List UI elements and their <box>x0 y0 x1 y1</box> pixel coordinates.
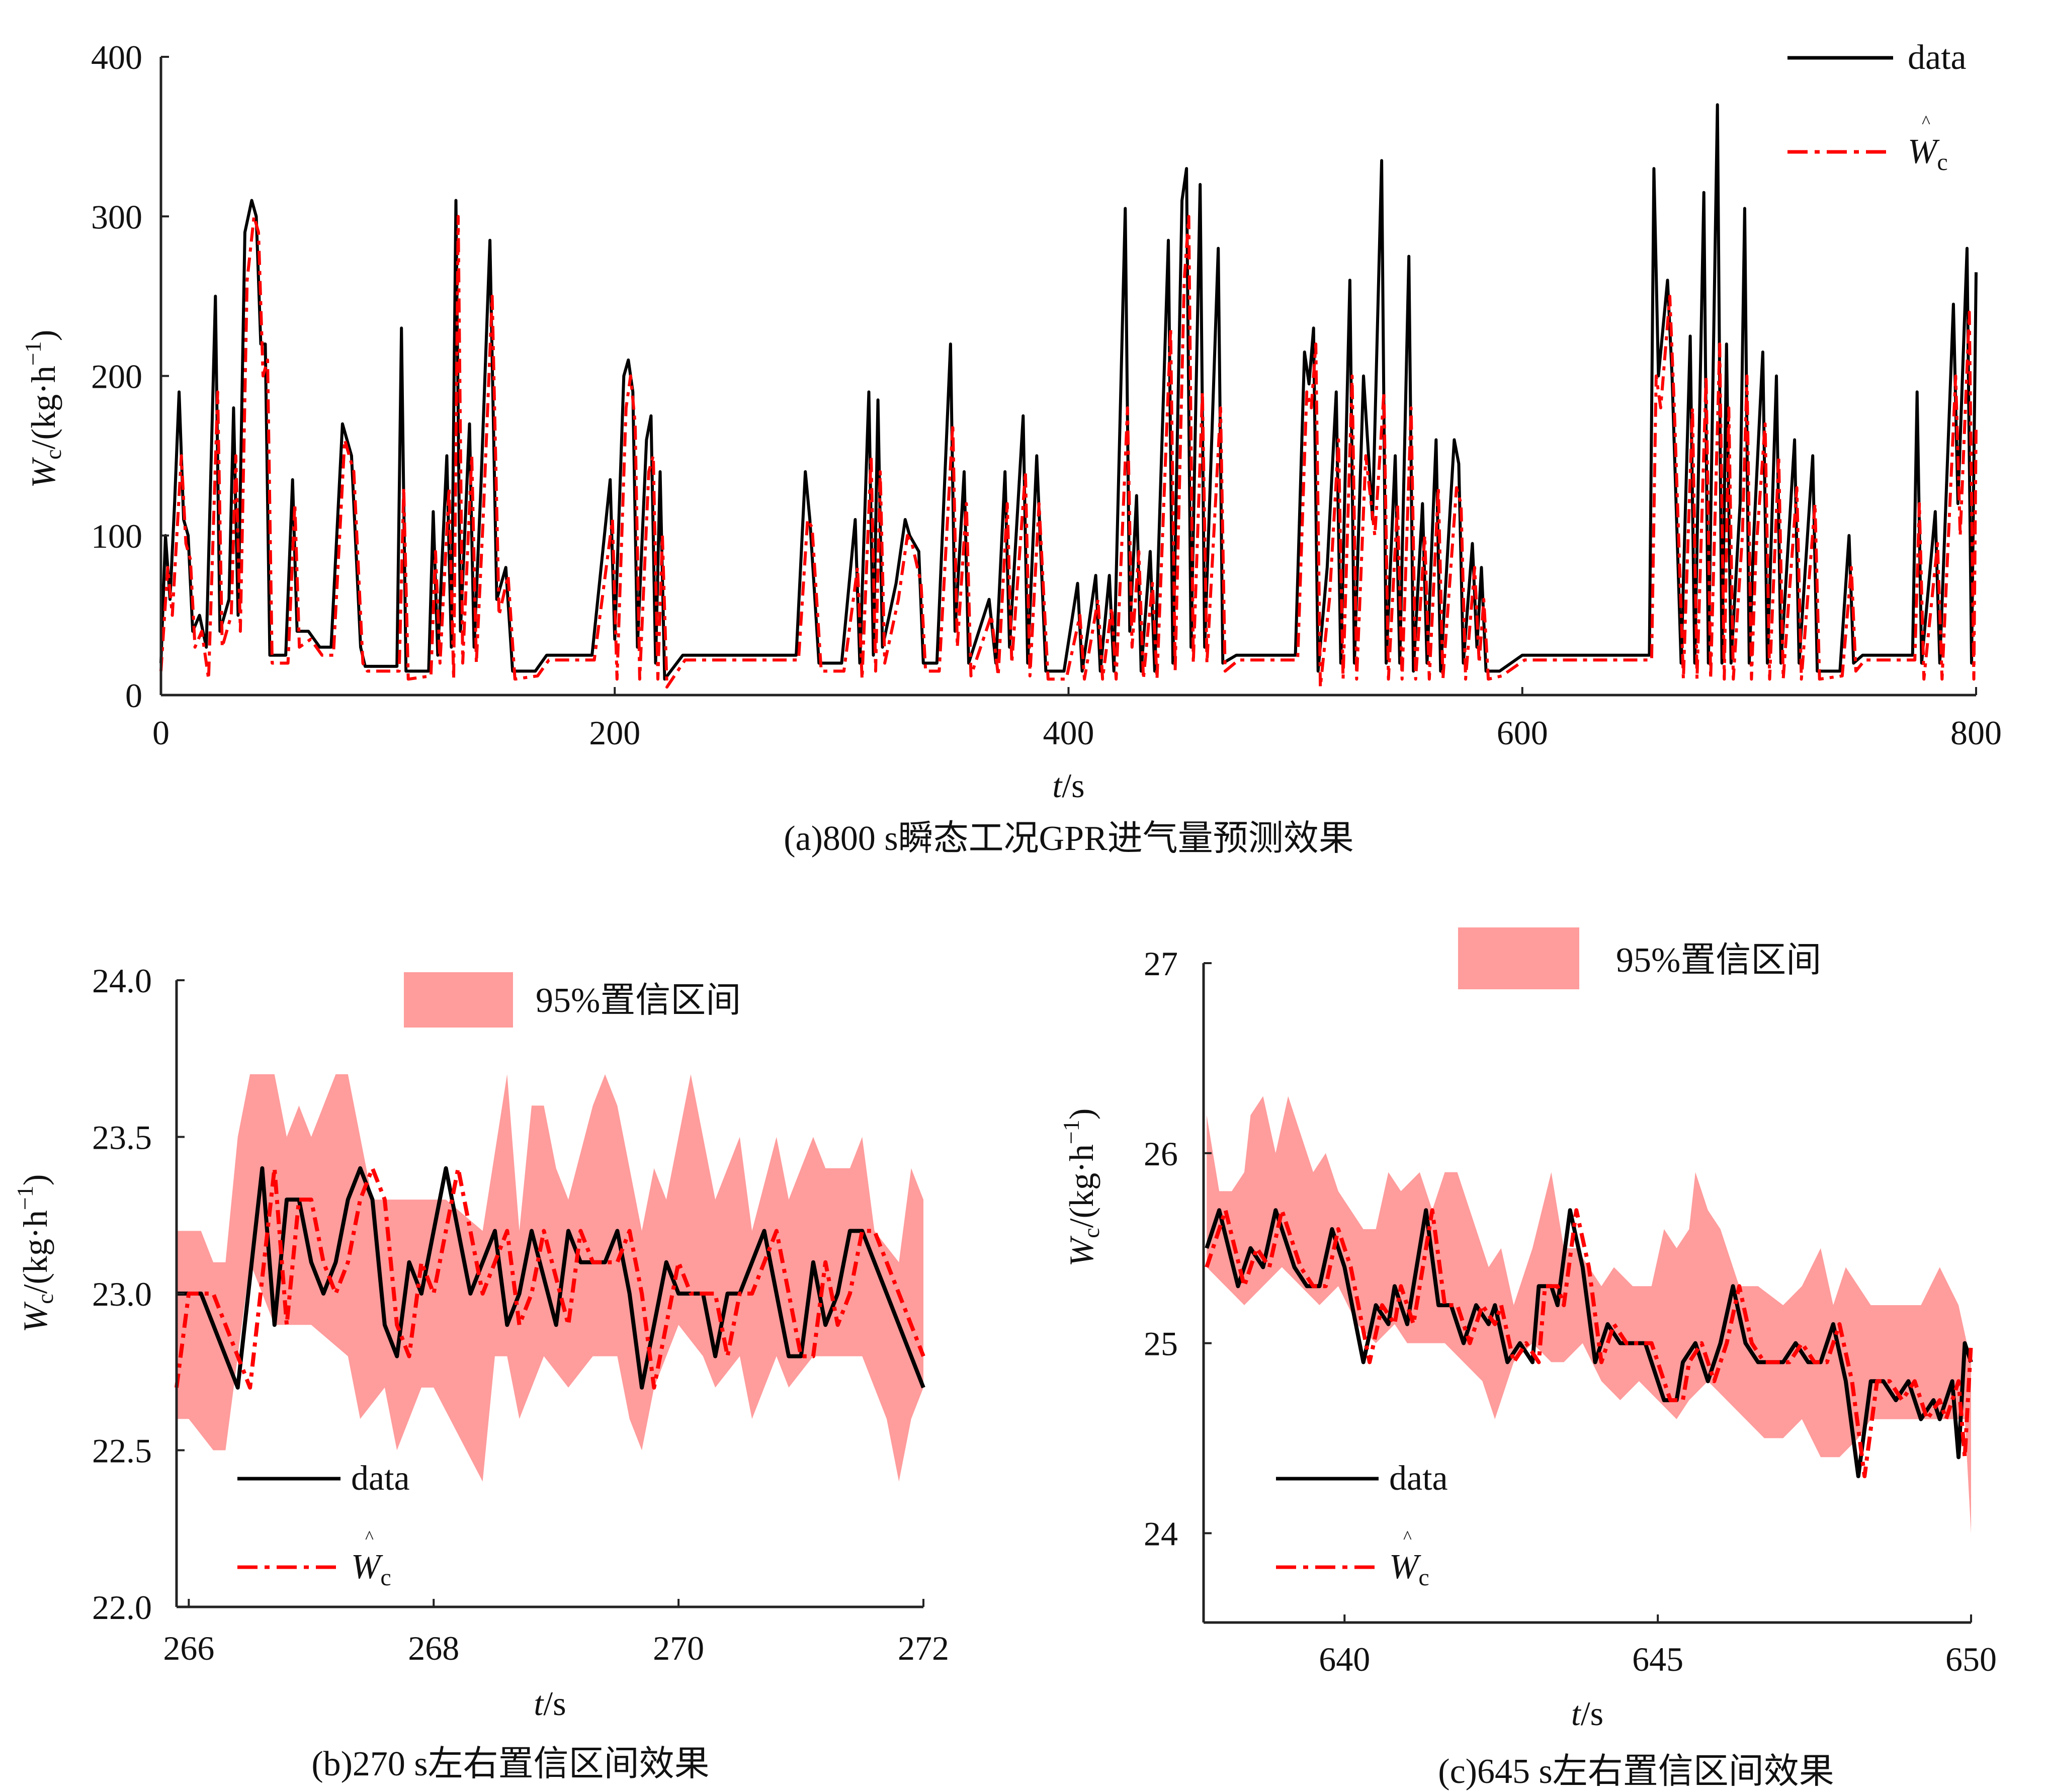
legend-data-label: data <box>351 1459 410 1498</box>
x-tick-label: 645 <box>1632 1640 1683 1678</box>
x-axis-var: t <box>534 1684 544 1723</box>
y-axis-sup: −1 <box>20 341 46 366</box>
y-tick-label: 24.0 <box>92 962 152 1000</box>
x-tick-label: 600 <box>1497 714 1548 752</box>
legend-pred-var: W <box>1389 1548 1421 1586</box>
y-tick-label: 24 <box>1144 1514 1178 1553</box>
y-axis-sup: −1 <box>1058 1120 1084 1144</box>
y-tick-label: 23.5 <box>92 1119 152 1157</box>
x-tick-label: 800 <box>1950 714 2002 752</box>
legend-pred-sub: c <box>1418 1564 1429 1591</box>
legend-ci-swatch <box>404 972 513 1028</box>
y-tick-label: 300 <box>91 198 142 236</box>
y-axis-close: ) <box>24 330 62 342</box>
y-axis-unit: /(kg·h <box>16 1210 54 1294</box>
x-tick-label: 272 <box>898 1629 949 1667</box>
chart-caption: (b)270 s左右置信区间效果 <box>311 1745 709 1783</box>
x-axis-label: t/s <box>534 1684 566 1723</box>
y-axis-var: W <box>24 457 62 488</box>
legend-pred-var: W <box>351 1548 383 1586</box>
y-tick-label: 22.5 <box>92 1432 152 1470</box>
series-line-data <box>1205 1208 1973 1479</box>
y-axis-label: Wc/(kg·h−1) <box>20 330 66 488</box>
y-tick-label: 23.0 <box>92 1275 152 1313</box>
legend-data-label: data <box>1908 38 1967 77</box>
legend-pred-hat: ^ <box>1922 112 1930 132</box>
x-tick-label: 270 <box>653 1629 704 1667</box>
legend-ci-swatch <box>1458 927 1579 989</box>
legend-pred-hat: ^ <box>365 1527 374 1547</box>
x-axis-unit: /s <box>1581 1694 1603 1733</box>
series-line-data <box>177 1166 925 1390</box>
y-axis-sub: c <box>1078 1228 1104 1238</box>
y-axis-unit: /(kg·h <box>1062 1144 1100 1228</box>
y-axis-close: ) <box>1062 1108 1100 1120</box>
y-axis-var: W <box>1062 1235 1100 1266</box>
x-axis-var: t <box>1571 1694 1582 1733</box>
x-axis-unit: /s <box>1062 766 1084 805</box>
legend-pred-sub: c <box>1937 149 1947 176</box>
legend-pred-label: Wc <box>1908 132 1948 176</box>
y-axis-sub: c <box>32 1294 58 1304</box>
legend-pred-label: Wc <box>1389 1548 1429 1591</box>
y-tick-label: 26 <box>1144 1135 1178 1173</box>
x-tick-label: 0 <box>152 714 169 752</box>
series-line-data <box>159 103 1978 681</box>
legend-pred-hat: ^ <box>1403 1527 1412 1547</box>
y-tick-label: 400 <box>91 38 142 76</box>
x-axis-label: t/s <box>1571 1694 1603 1733</box>
legend-pred-var: W <box>1908 132 1940 171</box>
series-line-predicted <box>175 1166 925 1390</box>
legend-pred-sub: c <box>380 1564 391 1591</box>
y-tick-label: 22.0 <box>92 1588 152 1627</box>
y-tick-label: 200 <box>91 358 142 396</box>
chart-caption: (c)645 s左右置信区间效果 <box>1438 1752 1834 1791</box>
x-axis-label: t/s <box>1052 766 1084 805</box>
x-tick-label: 400 <box>1043 714 1094 752</box>
x-tick-label: 200 <box>589 714 640 752</box>
y-tick-label: 100 <box>91 517 142 555</box>
y-axis-sub: c <box>40 449 66 459</box>
x-tick-label: 640 <box>1319 1640 1370 1678</box>
x-tick-label: 268 <box>408 1629 459 1667</box>
y-tick-label: 27 <box>1144 945 1178 983</box>
y-tick-label: 0 <box>125 676 142 715</box>
y-axis-sup: −1 <box>12 1185 38 1210</box>
y-tick-label: 25 <box>1144 1325 1178 1363</box>
legend-ci-label: 95%置信区间 <box>536 981 741 1020</box>
series-line-predicted <box>1205 1208 1973 1479</box>
y-axis-close: ) <box>16 1174 54 1186</box>
y-axis-label: Wc/(kg·h−1) <box>12 1174 58 1333</box>
legend-data-label: data <box>1389 1459 1448 1498</box>
x-tick-label: 650 <box>1945 1640 1997 1678</box>
legend-pred-label: Wc <box>351 1548 391 1591</box>
series-line-predicted <box>159 215 1978 689</box>
chart-caption: (a)800 s瞬态工况GPR进气量预测效果 <box>784 819 1354 858</box>
y-axis-var: W <box>16 1301 54 1332</box>
y-axis-unit: /(kg·h <box>24 366 62 449</box>
y-axis-label: Wc/(kg·h−1) <box>1058 1108 1104 1267</box>
x-axis-var: t <box>1052 766 1063 805</box>
x-axis-unit: /s <box>543 1684 566 1723</box>
legend-ci-label: 95%置信区间 <box>1616 941 1821 980</box>
x-tick-label: 266 <box>163 1629 214 1667</box>
